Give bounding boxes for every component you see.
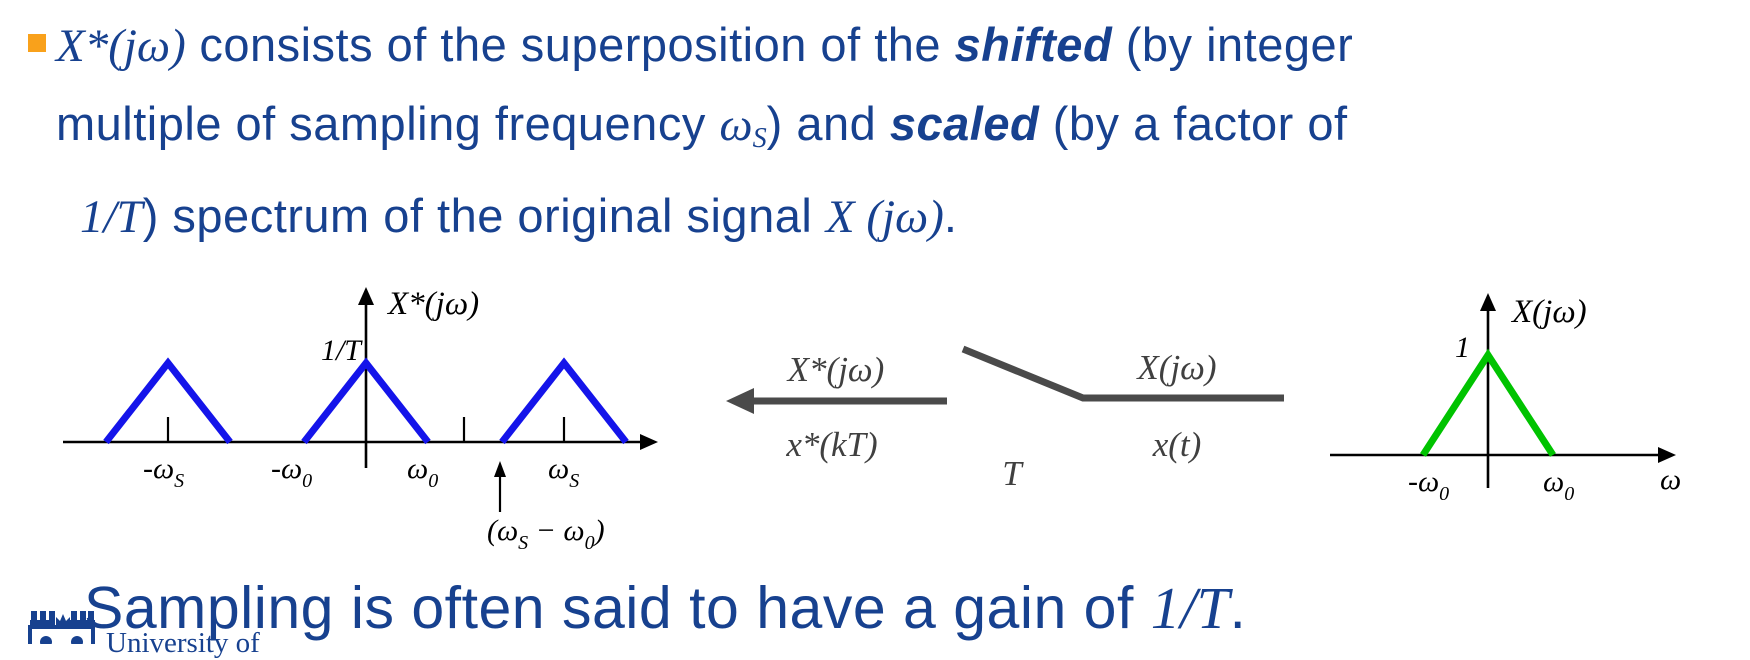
left-spectrum-plot: X*(jω) 1/T -ωS -ω0 ω0 ωS (ωS − ω0) bbox=[63, 286, 658, 554]
annotation-ws-minus-w0: (ωS − ω0) bbox=[487, 514, 605, 554]
right-axis-omega-label: ω bbox=[1660, 463, 1681, 496]
right-label-neg-w0: -ω0 bbox=[1408, 465, 1449, 505]
right-y-axis-arrow-icon bbox=[1480, 293, 1496, 311]
sampling-diagram: X*(jω) 1/T -ωS -ω0 ω0 ωS (ωS − ω0) X*(jω… bbox=[28, 286, 1681, 644]
sampler-diagram: X*(jω) x*(kT) T X(jω) x(t) bbox=[726, 345, 1284, 493]
annotation-arrow-icon bbox=[494, 461, 506, 477]
switch-icon bbox=[961, 345, 1284, 402]
left-y-axis-arrow-icon bbox=[358, 287, 374, 305]
left-x-axis-arrow-icon bbox=[640, 434, 658, 450]
sampler-input-signal-label: x(t) bbox=[1152, 425, 1202, 464]
spectrum-replica-ws bbox=[499, 357, 629, 445]
right-plot-title: X(jω) bbox=[1510, 294, 1587, 330]
left-plot-peak-label: 1/T bbox=[321, 334, 363, 367]
right-x-axis-arrow-icon bbox=[1658, 447, 1676, 463]
spectrum-replica-neg-ws bbox=[103, 357, 233, 445]
output-arrow-icon bbox=[726, 388, 754, 414]
left-plot-title: X*(jω) bbox=[386, 286, 479, 322]
university-castle-icon bbox=[28, 611, 95, 644]
right-plot-peak-label: 1 bbox=[1455, 331, 1470, 364]
label-ws: ωS bbox=[548, 452, 579, 492]
sampler-output-signal-label: x*(kT) bbox=[785, 425, 877, 464]
original-spectrum-triangle bbox=[1420, 348, 1556, 457]
footer-text: Sampling is often said to have a gain of… bbox=[84, 575, 1247, 641]
emphasis-shifted: shifted bbox=[954, 18, 1113, 71]
emphasis-scaled: scaled bbox=[889, 97, 1040, 150]
math-xstar: X*(jω) bbox=[56, 20, 186, 72]
bullet-paragraph: X*(jω) consists of the superposition of … bbox=[56, 6, 1746, 256]
paragraph-line-3: 1/T) spectrum of the original signal X (… bbox=[80, 189, 958, 244]
label-w0: ω0 bbox=[407, 452, 438, 492]
sampler-input-spectrum-label: X(jω) bbox=[1135, 348, 1216, 387]
label-neg-w0: -ω0 bbox=[271, 452, 312, 492]
sampler-output-spectrum-label: X*(jω) bbox=[786, 350, 885, 389]
right-label-w0: ω0 bbox=[1543, 465, 1574, 505]
bullet-marker bbox=[28, 34, 46, 52]
sampler-period-label: T bbox=[1002, 454, 1024, 493]
spectrum-replica-center bbox=[301, 357, 431, 445]
right-spectrum-plot: X(jω) 1 -ω0 ω0 ω bbox=[1330, 293, 1681, 505]
label-neg-ws: -ωS bbox=[143, 452, 184, 492]
paragraph-line-1: X*(jω) consists of the superposition of … bbox=[56, 18, 1354, 72]
paragraph-line-2: multiple of sampling frequency ωS) and s… bbox=[56, 97, 1348, 155]
